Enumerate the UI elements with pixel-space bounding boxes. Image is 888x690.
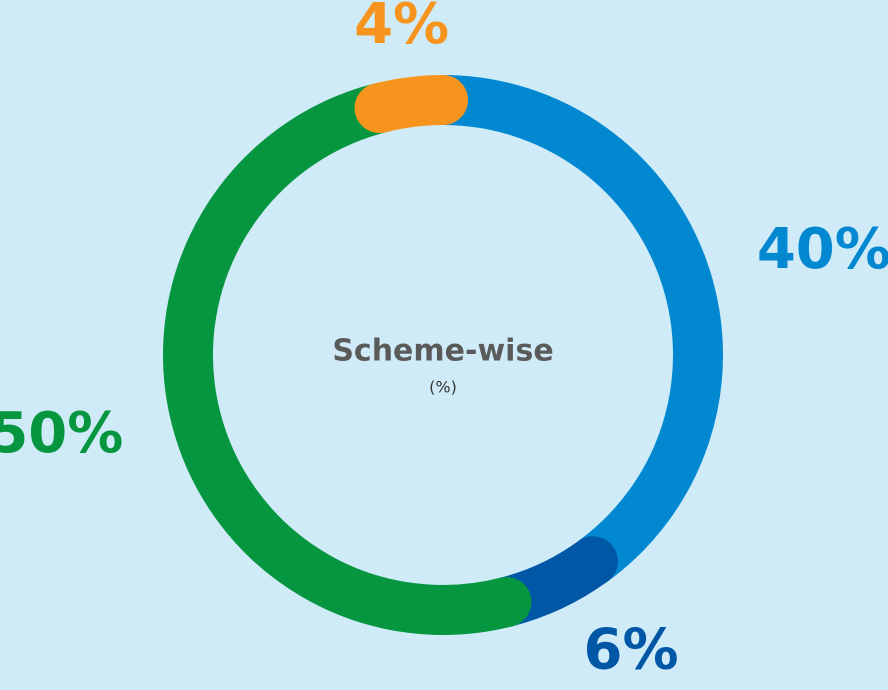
value-label: 4% — [354, 0, 449, 57]
center-title: Scheme-wise — [332, 334, 553, 369]
donut-segment — [163, 83, 532, 635]
donut-segment — [418, 75, 723, 587]
value-label: 50% — [0, 401, 123, 466]
value-label: 6% — [584, 618, 679, 683]
center-subtitle: (%) — [429, 378, 457, 397]
donut-segment — [354, 75, 468, 134]
value-label: 40% — [757, 217, 888, 282]
